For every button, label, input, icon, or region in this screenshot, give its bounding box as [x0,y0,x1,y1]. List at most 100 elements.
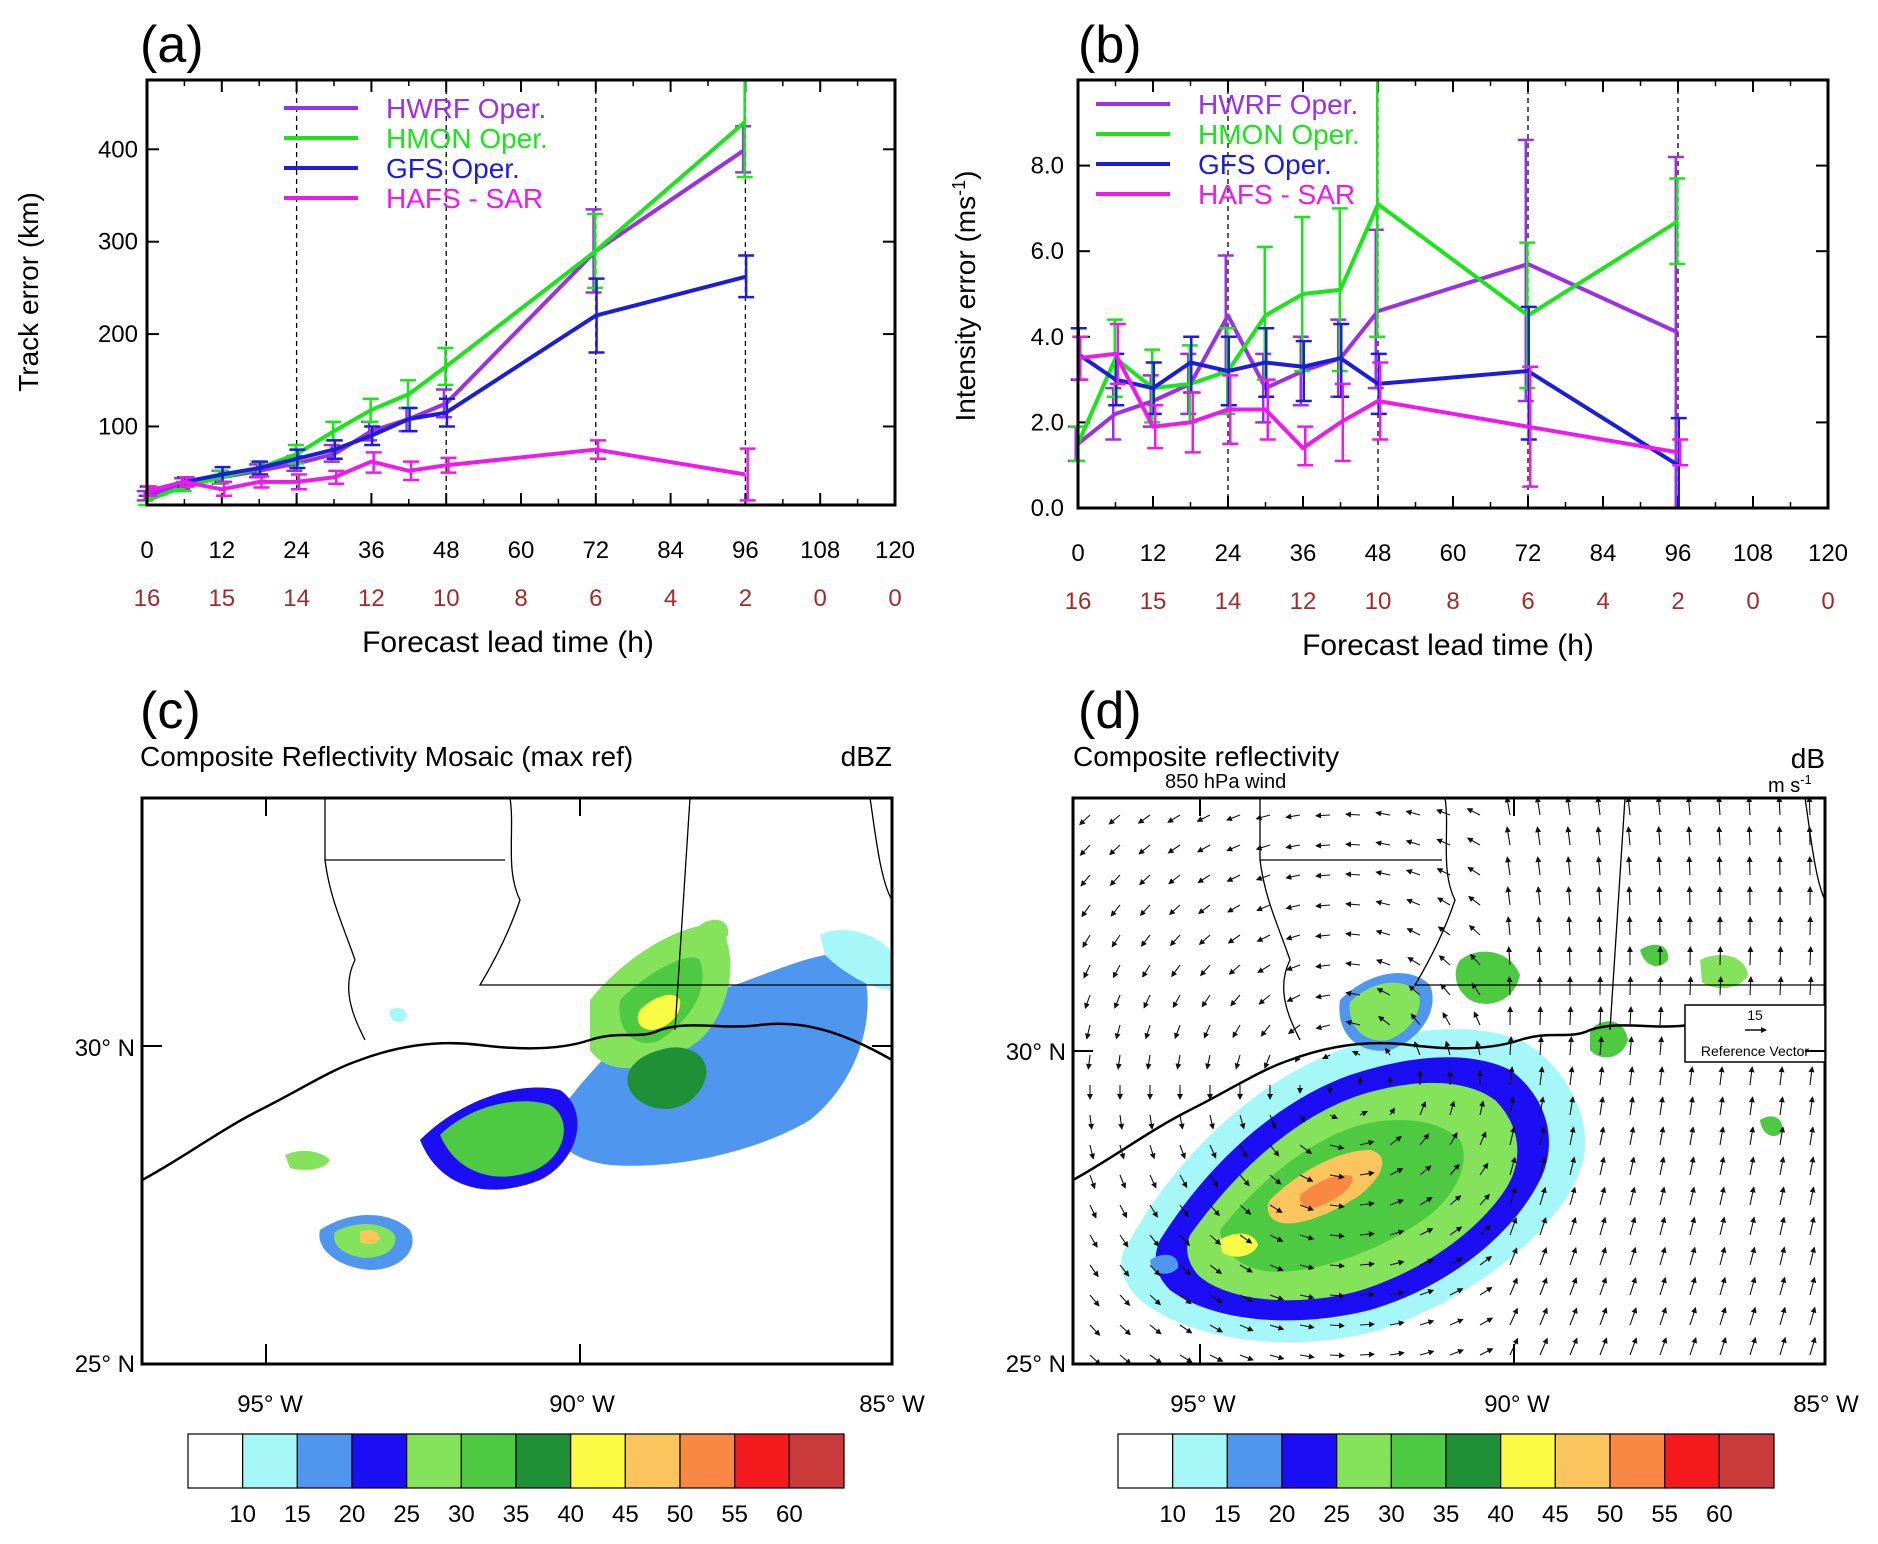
wind-vector [1255,814,1271,821]
wind-vector [1688,1096,1695,1116]
wind-vector [1179,1264,1192,1276]
wind-vector [1479,1193,1490,1206]
wind-vector [1269,1204,1283,1213]
wind-vector [1466,837,1481,846]
wind-vector [1228,964,1241,975]
wind-vector [1119,1264,1130,1277]
wind-vector [1749,1276,1757,1296]
model-reflectivity-wind-map: (d) Composite reflectivity dB 850 hPa wi… [1006,682,1859,1528]
wind-vector [1689,1156,1696,1176]
wind-vector [1119,1174,1127,1189]
wind-vector [1442,1011,1451,1026]
wind-vector [1089,1174,1096,1190]
wind-vector [1659,1156,1666,1176]
wind-vector [1269,1264,1284,1272]
wind-vector [1196,814,1211,822]
wind-vector [1359,1351,1375,1358]
wind-vector [1113,994,1121,1009]
wind-vector [1779,1276,1787,1296]
panel-b-series-gfs-oper- [1070,305,1687,510]
wind-vector [1419,1319,1435,1326]
wind-vector [1359,1110,1369,1117]
wind-vector [1779,1306,1787,1326]
wind-vector [1658,1066,1665,1086]
panel-c-state-borders [324,798,892,1041]
wind-vector [1719,1186,1726,1206]
panel-a-x-tick-label: 12 [208,537,235,564]
panel-d-lon-85w: 85° W [1793,1391,1859,1418]
panel-b-case-count: 4 [1596,588,1609,615]
panel-b-case-count: 6 [1521,588,1534,615]
wind-vector [1625,826,1632,846]
wind-vector [1689,1216,1697,1236]
wind-vector [1112,964,1121,979]
colorbar-label: 40 [557,1501,584,1528]
wind-vector [1385,1047,1391,1056]
wind-vector [1257,964,1271,973]
wind-vector [1139,874,1151,886]
wind-vector [1375,899,1391,906]
wind-vector [1598,1066,1605,1086]
wind-vector [1269,1174,1282,1185]
wind-vector [1685,798,1692,816]
panel-a-case-count: 10 [433,585,460,612]
wind-vector [1437,926,1451,936]
wind-vector [1806,798,1813,816]
wind-vector [1359,1231,1375,1238]
wind-vector [1239,1294,1254,1302]
wind-vector [1299,1204,1315,1211]
wind-vector [1329,1292,1345,1299]
wind-vector [1255,874,1271,881]
wind-vector [1717,976,1724,996]
wind-vector [1230,994,1241,1007]
wind-vector [1315,872,1331,879]
wind-vector [1285,843,1301,850]
wind-vector [1226,874,1241,882]
wind-vector [1539,1247,1548,1266]
wind-vector [1200,964,1211,977]
panel-b-case-count: 16 [1065,588,1092,615]
wind-vector [1535,826,1542,846]
legend-entry: HAFS - SAR [386,183,543,214]
wind-vector [1475,1040,1481,1056]
wind-vector [1419,1349,1435,1356]
wind-vector [1569,1247,1578,1266]
wind-vector [1389,1168,1404,1176]
wind-vector [1205,1054,1211,1070]
panel-a-case-count: 0 [814,585,827,612]
wind-vector [1084,994,1091,1010]
wind-vector [1599,1246,1607,1266]
wind-vector [1389,1259,1405,1266]
wind-vector [1597,1006,1604,1026]
panel-a-case-count: 0 [888,585,901,612]
wind-vector [1329,1144,1345,1151]
wind-vector [1375,929,1391,936]
wind-vector [1148,1114,1155,1130]
wind-vector [1569,1186,1577,1206]
colorbar-swatch [1390,1433,1447,1489]
panel-a-y-axis-label: Track error (km) [13,192,44,392]
wind-vector [1203,1024,1211,1039]
wind-vector [1295,1054,1301,1063]
wind-vector [1436,808,1451,816]
wind-vector [1419,1197,1433,1206]
wind-vector [1748,1066,1755,1086]
wind-vector [1115,1054,1122,1070]
wind-vector [1505,886,1512,906]
wind-vector [1655,798,1662,816]
wind-vector [1449,1163,1460,1176]
wind-vector [1329,1322,1345,1329]
wind-vector [1809,1306,1817,1326]
wind-vector [1629,1276,1637,1296]
wind-vector [1567,1006,1574,1026]
colorbar-swatch [570,1433,626,1489]
wind-vector [1506,976,1513,996]
wind-vector [1749,1216,1756,1236]
wind-vector [1227,904,1241,913]
wind-vector [1209,1144,1217,1159]
panel-a-y-tick-label: 200 [98,321,138,348]
wind-vector [1081,904,1091,918]
panel-b-case-count: 2 [1671,588,1684,615]
panel-a-case-count: 8 [514,585,527,612]
wind-vector [1659,1246,1667,1266]
